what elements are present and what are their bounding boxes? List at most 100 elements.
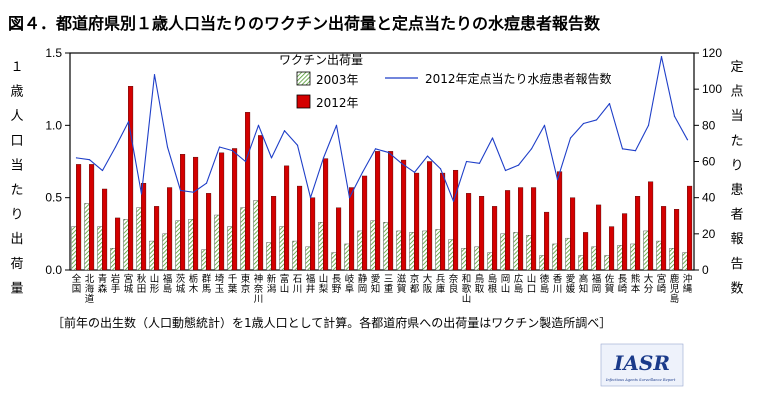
line-point bbox=[348, 197, 351, 199]
left-tick-label: 1.0 bbox=[45, 118, 62, 132]
line-point bbox=[647, 124, 650, 126]
bar-2003 bbox=[175, 220, 181, 271]
line-point bbox=[231, 150, 234, 152]
bar-2012 bbox=[479, 196, 485, 271]
bar-2012 bbox=[349, 187, 355, 271]
bar-2003 bbox=[344, 243, 350, 271]
bar-2003 bbox=[136, 207, 142, 271]
bar-2012 bbox=[219, 152, 225, 271]
bar-2012 bbox=[336, 207, 342, 271]
bar-2012 bbox=[687, 185, 693, 271]
line-point bbox=[101, 169, 104, 172]
category-label: 東京 bbox=[241, 273, 251, 295]
bar-2012 bbox=[648, 181, 654, 271]
bar-2012 bbox=[323, 158, 329, 271]
bar-2012 bbox=[453, 169, 459, 271]
bar-2012 bbox=[115, 217, 121, 271]
bar-2003 bbox=[526, 235, 532, 271]
bar-2003 bbox=[97, 226, 103, 271]
bar-2012 bbox=[544, 211, 550, 271]
bar-2003 bbox=[630, 243, 636, 271]
category-label: 徳島 bbox=[540, 273, 550, 295]
bar-2012 bbox=[401, 159, 407, 271]
right-tick-label: 40 bbox=[702, 191, 716, 205]
bar-2012 bbox=[310, 197, 316, 271]
category-label: 埼玉 bbox=[215, 273, 225, 295]
bar-2012 bbox=[128, 86, 134, 271]
category-label: 鳥取 bbox=[475, 273, 485, 295]
line-point bbox=[543, 124, 546, 126]
bar-2003 bbox=[383, 222, 389, 271]
line-point bbox=[88, 159, 91, 161]
right-axis-ticks: 0 20 40 60 80 100 120 bbox=[694, 46, 722, 277]
bar-2012 bbox=[141, 182, 147, 271]
line-point bbox=[205, 182, 208, 184]
line-point bbox=[140, 193, 143, 195]
legend: ワクチン出荷量 2003年 2012年 2012年定点当たり水痘患者報告数 bbox=[279, 53, 612, 110]
bar-2012 bbox=[258, 135, 264, 271]
bar-2012 bbox=[193, 156, 199, 271]
bar-2003 bbox=[305, 246, 311, 271]
bar-2003 bbox=[422, 230, 428, 271]
series-line bbox=[76, 56, 688, 202]
line-point bbox=[660, 56, 663, 58]
line-point bbox=[608, 103, 611, 105]
line-point bbox=[439, 168, 442, 170]
line-point bbox=[530, 148, 533, 150]
category-label: 山口 bbox=[527, 274, 537, 295]
bar-2003 bbox=[409, 232, 415, 271]
bar-2012 bbox=[297, 185, 303, 271]
bar-2003 bbox=[617, 245, 623, 271]
category-label: 宮崎 bbox=[657, 273, 667, 295]
category-label: 熊本 bbox=[631, 273, 641, 295]
bar-2003 bbox=[266, 242, 272, 271]
bar-2003 bbox=[162, 233, 168, 271]
bar-2012 bbox=[375, 151, 381, 271]
left-axis-label: １歳人口当たり出荷量 bbox=[10, 60, 23, 296]
right-tick-label: 120 bbox=[702, 46, 722, 60]
bar-2012 bbox=[596, 204, 602, 271]
bar-2012 bbox=[518, 187, 524, 271]
right-tick-label: 0 bbox=[702, 263, 709, 277]
line-point bbox=[504, 169, 507, 172]
right-tick-label: 80 bbox=[702, 118, 716, 132]
bar-2003 bbox=[552, 243, 558, 271]
iasr-logo: IASR Infectious Agents Surveillance Repo… bbox=[600, 343, 684, 387]
bar-2003 bbox=[357, 230, 363, 271]
line-point bbox=[283, 130, 286, 132]
bar-2003 bbox=[240, 207, 246, 271]
bar-2003 bbox=[656, 240, 662, 271]
category-label: 佐賀 bbox=[605, 273, 615, 295]
left-axis-ticks: 0.0 0.5 1.0 1.5 bbox=[45, 46, 70, 277]
category-label: 山形 bbox=[150, 274, 160, 295]
bar-2003 bbox=[604, 255, 610, 271]
category-label: 奈良 bbox=[449, 273, 459, 295]
category-label: 山梨 bbox=[319, 274, 329, 295]
bar-2003 bbox=[227, 226, 233, 271]
bar-2003 bbox=[318, 222, 324, 271]
line-point bbox=[296, 144, 299, 146]
right-tick-label: 60 bbox=[702, 155, 716, 169]
category-label: 栃木 bbox=[189, 273, 199, 295]
bar-2003 bbox=[591, 246, 597, 271]
line-point bbox=[413, 171, 416, 173]
bar-2012 bbox=[466, 193, 472, 271]
line-point bbox=[569, 137, 572, 139]
bar-2012 bbox=[531, 187, 537, 271]
line-point bbox=[478, 162, 481, 164]
category-label: 島根 bbox=[488, 273, 498, 295]
series-2012-bars bbox=[76, 86, 693, 271]
bar-2012 bbox=[505, 190, 511, 271]
bar-2012 bbox=[284, 165, 290, 271]
legend-swatch-2012 bbox=[296, 94, 311, 109]
bar-2003 bbox=[565, 237, 571, 271]
left-tick-label: 1.5 bbox=[45, 46, 62, 60]
category-label: 静岡 bbox=[358, 273, 368, 295]
line-point bbox=[270, 157, 273, 159]
category-label: 大阪 bbox=[423, 273, 433, 295]
legend-label-2012: 2012年 bbox=[316, 96, 359, 110]
bar-2012 bbox=[492, 206, 498, 271]
line-point bbox=[244, 160, 247, 163]
bar-2003 bbox=[71, 226, 77, 271]
line-point bbox=[127, 121, 130, 123]
